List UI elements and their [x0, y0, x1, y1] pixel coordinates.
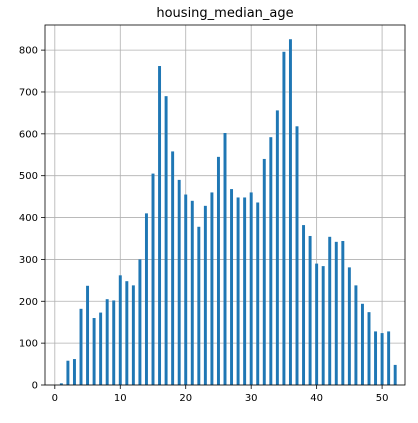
bar-2: [66, 360, 70, 385]
bar-19: [177, 179, 181, 385]
bar-47: [360, 303, 364, 385]
bar-7: [99, 312, 103, 385]
bar-51: [387, 331, 391, 385]
bar-45: [347, 267, 351, 385]
y-tick-label-600: 600: [19, 129, 38, 140]
bar-27: [230, 189, 234, 385]
bar-43: [334, 241, 338, 385]
y-tick-label-400: 400: [19, 213, 38, 224]
axes: [41, 24, 406, 389]
bar-10: [118, 275, 122, 385]
bar-15: [151, 173, 155, 385]
bar-5: [86, 285, 90, 385]
bar-13: [138, 259, 142, 385]
bar-16: [158, 66, 162, 386]
x-tick-label-50: 50: [376, 393, 389, 404]
bar-26: [223, 133, 227, 385]
bar-33: [269, 137, 273, 385]
y-tick-label-800: 800: [19, 46, 38, 57]
histogram-bars: [59, 39, 397, 386]
bar-24: [210, 192, 214, 385]
bar-20: [184, 194, 188, 385]
bar-25: [216, 156, 220, 385]
y-tick-label-700: 700: [19, 87, 38, 98]
bar-44: [341, 241, 345, 385]
y-tick-label-0: 0: [32, 381, 38, 392]
x-tick-label-40: 40: [310, 393, 323, 404]
bar-9: [112, 300, 116, 385]
bar-48: [367, 312, 371, 385]
bar-42: [328, 236, 332, 385]
chart-title: housing_median_age: [156, 6, 293, 21]
bar-11: [125, 281, 129, 385]
bar-6: [92, 318, 96, 385]
y-tick-label-200: 200: [19, 297, 38, 308]
bar-40: [315, 263, 319, 385]
y-tick-label-500: 500: [19, 171, 38, 182]
bar-32: [262, 158, 266, 385]
bar-3: [72, 359, 76, 385]
bar-36: [288, 39, 292, 385]
bar-28: [236, 197, 240, 385]
bar-31: [256, 202, 260, 385]
bar-17: [164, 96, 168, 385]
bar-35: [282, 51, 286, 385]
bar-41: [321, 266, 325, 385]
x-tick-label-0: 0: [52, 393, 58, 404]
plot-frame: [44, 24, 406, 386]
bar-52: [393, 364, 397, 385]
bar-50: [380, 333, 384, 385]
x-tick-label-30: 30: [245, 393, 258, 404]
bar-8: [105, 299, 109, 385]
y-tick-label-300: 300: [19, 255, 38, 266]
x-tick-label-10: 10: [114, 393, 127, 404]
bar-46: [354, 285, 358, 385]
bar-49: [374, 331, 378, 385]
bar-23: [203, 205, 207, 385]
bar-12: [131, 285, 135, 385]
bar-34: [275, 110, 279, 386]
bar-4: [79, 308, 83, 385]
bar-21: [190, 200, 194, 385]
x-tick-label-20: 20: [179, 393, 192, 404]
bar-1: [59, 383, 63, 385]
bar-22: [197, 226, 201, 385]
y-tick-label-100: 100: [19, 339, 38, 350]
bar-39: [308, 235, 312, 385]
bar-18: [171, 151, 175, 385]
bar-37: [295, 126, 299, 386]
bar-30: [249, 192, 253, 385]
bar-14: [144, 213, 148, 385]
bar-29: [243, 197, 247, 385]
bar-38: [302, 225, 306, 385]
